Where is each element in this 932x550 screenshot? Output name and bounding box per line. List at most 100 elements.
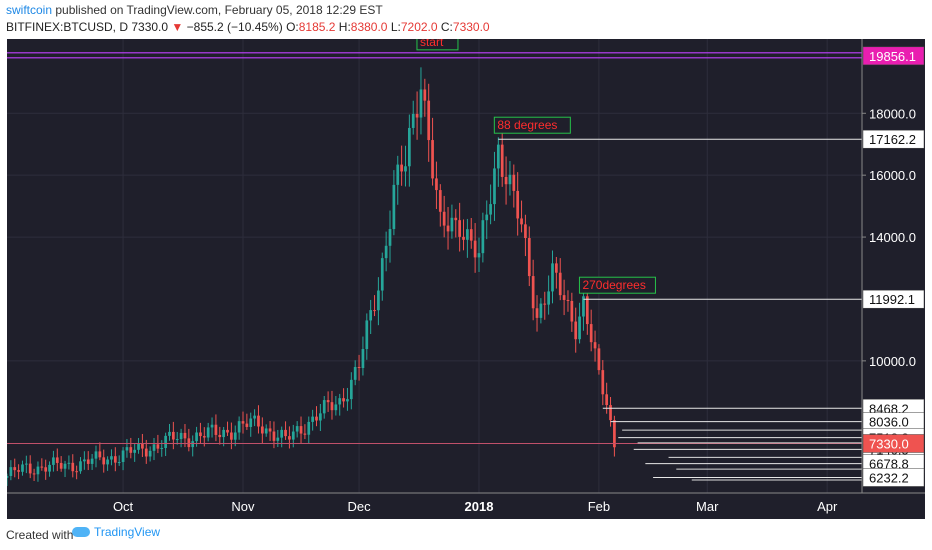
- candle: [71, 462, 75, 472]
- candle: [13, 467, 17, 471]
- candle: [431, 140, 434, 179]
- candle: [272, 431, 276, 441]
- level-price-label-box: [862, 129, 925, 149]
- current-price-label: 7330.0: [869, 436, 909, 451]
- candle: [319, 413, 322, 421]
- candle: [94, 451, 98, 459]
- candle: [407, 127, 411, 167]
- candle: [380, 258, 384, 291]
- price-change: −855.2 (−10.45%): [186, 20, 283, 34]
- candle: [353, 366, 357, 380]
- candle: [555, 263, 558, 273]
- y-tick-label: 14000.0: [869, 230, 916, 245]
- tradingview-logo-icon: [72, 527, 90, 537]
- candle: [330, 402, 334, 411]
- candle: [40, 466, 44, 468]
- x-tick-label: Apr: [817, 499, 838, 514]
- chart-area[interactable]: start 88 degrees 270degrees 18000.0 16000.0 1…: [7, 39, 925, 519]
- symbol-line: BITFINEX:BTCUSD, D 7330.0 ▼ −855.2 (−10.…: [6, 20, 490, 34]
- candle: [148, 450, 152, 457]
- candle: [237, 421, 241, 433]
- candle: [392, 184, 396, 230]
- candle: [280, 429, 284, 438]
- candle: [493, 168, 496, 205]
- resistance-price-label: 19856.1: [869, 49, 916, 64]
- candle: [558, 272, 562, 296]
- y-tick-label: 16000.0: [869, 168, 916, 183]
- candle: [512, 174, 516, 191]
- candle: [218, 434, 222, 438]
- created-with-text: Created with: [6, 528, 74, 542]
- candle: [59, 462, 63, 469]
- level-price-label: 17162.2: [869, 132, 916, 147]
- time-axis: [7, 493, 925, 519]
- candle: [36, 466, 40, 475]
- candle: [589, 324, 593, 343]
- candle: [260, 426, 264, 434]
- candle: [585, 296, 589, 325]
- x-tick-label: Oct: [113, 499, 134, 514]
- candle: [311, 416, 314, 422]
- candle: [48, 464, 51, 472]
- tradingview-link[interactable]: TradingView: [72, 525, 160, 539]
- candle: [524, 224, 527, 239]
- candle: [21, 464, 24, 472]
- candle: [346, 399, 349, 402]
- x-tick-label: Dec: [347, 499, 371, 514]
- candle: [79, 461, 82, 472]
- candle: [9, 467, 13, 476]
- candle: [288, 436, 291, 440]
- candle: [125, 447, 129, 451]
- close-value: 7330.0: [452, 20, 490, 34]
- current-price-label-box: [862, 434, 925, 453]
- y-tick-label: 18000.0: [869, 106, 916, 121]
- chart-header: swiftcoin published on TradingView.com, …: [0, 0, 932, 40]
- candle: [322, 400, 326, 414]
- author-link[interactable]: swiftcoin: [6, 3, 53, 17]
- candle: [52, 457, 55, 465]
- candle: [423, 89, 427, 101]
- candle: [450, 217, 454, 232]
- published-text: published on TradingView.com, February 0…: [55, 3, 383, 17]
- candle: [361, 349, 365, 369]
- close-label: C:: [440, 20, 453, 34]
- open-label: O:: [286, 20, 299, 34]
- candle: [609, 405, 612, 421]
- x-tick-label: Feb: [588, 499, 610, 514]
- candle: [570, 300, 574, 322]
- candle: [295, 426, 299, 432]
- footer: Created with TradingView: [0, 520, 932, 550]
- price-chart[interactable]: start 88 degrees 270degrees 18000.0 16000.0 1…: [7, 39, 925, 519]
- annotation-label: start: [420, 39, 444, 49]
- candle: [489, 204, 492, 215]
- candle: [156, 444, 160, 449]
- candle: [253, 415, 256, 419]
- candle: [605, 394, 609, 406]
- candle: [315, 416, 318, 421]
- candle: [32, 473, 36, 475]
- candle: [179, 432, 183, 440]
- candle: [90, 458, 94, 464]
- candle: [539, 303, 543, 318]
- level-price-label: 6232.2: [869, 470, 909, 485]
- candle: [106, 459, 109, 465]
- candle: [230, 432, 233, 440]
- candle: [144, 448, 148, 457]
- candle: [264, 428, 268, 434]
- candle: [419, 89, 423, 118]
- candle: [7, 475, 9, 478]
- candle: [377, 290, 380, 311]
- candle: [168, 431, 171, 436]
- high-value: 8380.0: [350, 20, 388, 34]
- candle: [241, 421, 245, 424]
- candle: [458, 220, 462, 237]
- candle: [210, 424, 214, 428]
- candle: [183, 432, 187, 439]
- candle: [496, 144, 500, 169]
- candle: [67, 462, 71, 464]
- candle: [191, 441, 195, 448]
- level-price-label: 6678.8: [869, 457, 909, 472]
- candle: [17, 470, 20, 472]
- candle: [102, 457, 106, 465]
- candle: [110, 456, 113, 460]
